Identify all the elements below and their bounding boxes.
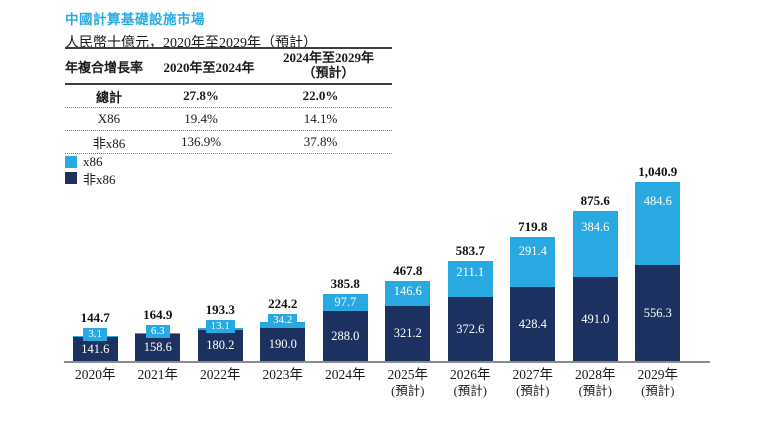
bar-total-label: 164.9 (143, 307, 173, 322)
bar-slot: 467.8 146.6 321.2 (377, 0, 440, 361)
bar-total-label: 719.8 (518, 219, 548, 234)
x-axis-label: 2029年 (預計) (637, 367, 679, 398)
x-axis-label: 2023年 (262, 367, 304, 382)
row-label: 總計 (95, 89, 122, 105)
bar-slot: 164.9 6.3 158.6 (127, 0, 190, 361)
row-value-period2: 22.0% (302, 87, 339, 103)
bar-slot: 193.3 13.1 180.2 (189, 0, 252, 361)
chart-legend: x86 非x86 (65, 154, 116, 187)
cagr-table: 年複合增長率 2020年至2024年 2024年至2029年 （預計） 總計 2… (65, 47, 392, 154)
bar-total-label: 224.2 (268, 296, 298, 311)
bar-slot: 875.6 384.6 491.0 (564, 0, 627, 361)
bar-total-label: 385.8 (330, 276, 360, 291)
non-x86-segment: 372.6 (447, 297, 493, 361)
bar-total-label: 467.8 (393, 263, 423, 278)
x-axis-line (64, 361, 710, 363)
x-axis-label: 2022年 (200, 367, 241, 382)
bars-area: 144.7 3.1 141.6 164.9 6.3 158.6 193.3 13.1 180.2… (64, 0, 689, 361)
cagr-header-period2-line1: 2024年至2029年 (282, 50, 374, 66)
legend-label-non-x86: 非x86 (83, 171, 116, 187)
x86-value-pill: 6.3 (145, 325, 170, 338)
x86-color-swatch (65, 156, 77, 168)
stacked-bar: 164.9 6.3 158.6 (135, 307, 181, 361)
cagr-row-x86: X86 19.4% 14.1% (65, 108, 392, 131)
cagr-header-period2: 2024年至2029年 （預計） (265, 50, 392, 81)
non-x86-segment: 428.4 (510, 287, 556, 361)
cagr-row-non-x86: 非x86 136.9% 37.8% (65, 131, 392, 154)
row-label: 非x86 (92, 135, 126, 151)
non-x86-segment: 321.2 (385, 306, 431, 361)
non-x86-color-swatch (65, 172, 77, 184)
x86-segment: 484.6 (635, 182, 681, 265)
cagr-table-header: 年複合增長率 2020年至2024年 2024年至2029年 （預計） (65, 47, 392, 85)
bar-slot: 385.8 97.7 288.0 (314, 0, 377, 361)
x-axis-labels: 2020年 2021年 2022年 2023年 2024年 2025年 (預計) 2026年(… (64, 367, 689, 400)
bar-slot: 144.7 3.1 141.6 (64, 0, 127, 361)
bar-total-label: 193.3 (205, 302, 235, 317)
x86-segment: 211.1 (447, 261, 493, 297)
x-axis-label: 2025年 (預計) (387, 367, 429, 398)
x-axis-label: 2021年 (137, 367, 179, 382)
row-label: X86 (97, 111, 121, 126)
non-x86-segment: 141.6 (72, 337, 118, 361)
row-value-period2: 14.1% (303, 110, 338, 126)
x-axis-label: 2024年 (325, 367, 366, 382)
stacked-bar: 583.7 211.1 372.6 (447, 243, 493, 361)
stacked-bar: 719.8 291.4 428.4 (510, 219, 556, 361)
x-axis-label: 2028年 (預計) (575, 367, 616, 398)
row-value-period2: 37.8% (303, 133, 338, 149)
non-x86-segment: 491.0 (572, 277, 618, 361)
legend-item-x86: x86 (65, 154, 116, 170)
bar-total-label: 144.7 (80, 310, 110, 325)
x86-value-pill: 34.2 (268, 314, 298, 327)
x86-value-pill: 13.1 (205, 320, 235, 333)
x-axis-label: 2026年 (預計) (450, 367, 491, 398)
bar-slot: 224.2 34.2 190.0 (252, 0, 315, 361)
non-x86-segment: 190.0 (260, 328, 306, 361)
stacked-bar: 193.3 13.1 180.2 (197, 302, 243, 361)
cagr-header-metric: 年複合增長率 (65, 59, 144, 75)
non-x86-segment: 180.2 (197, 330, 243, 361)
x86-segment: 97.7 (322, 294, 368, 311)
stacked-bar: 1,040.9 484.6 556.3 (635, 164, 681, 361)
x-axis-label: 2020年 (75, 367, 116, 382)
stacked-bar: 467.8 146.6 321.2 (385, 263, 431, 361)
stacked-bar: 875.6 384.6 491.0 (572, 193, 618, 361)
legend-label-x86: x86 (83, 154, 103, 169)
non-x86-segment: 556.3 (635, 265, 681, 361)
bar-slot: 1,040.9 484.6 556.3 (627, 0, 690, 361)
non-x86-segment: 288.0 (322, 311, 368, 361)
cagr-header-period2-line2: （預計） (302, 65, 355, 80)
bar-total-label: 875.6 (580, 193, 610, 208)
x86-value-pill: 3.1 (83, 328, 108, 341)
row-value-period1: 136.9% (180, 134, 222, 149)
legend-item-non-x86: 非x86 (65, 170, 116, 187)
non-x86-segment: 158.6 (135, 334, 181, 361)
cagr-header-period1: 2020年至2024年 (163, 59, 255, 75)
x86-segment: 384.6 (572, 211, 618, 277)
stacked-bar: 144.7 3.1 141.6 (72, 310, 118, 361)
row-value-period1: 19.4% (184, 111, 218, 126)
stacked-bar: 224.2 34.2 190.0 (260, 296, 306, 361)
bar-slot: 583.7 211.1 372.6 (439, 0, 502, 361)
x-axis-label: 2027年 (預計) (512, 367, 554, 398)
cagr-row-total: 總計 27.8% 22.0% (65, 85, 392, 108)
stacked-bar: 385.8 97.7 288.0 (322, 276, 368, 361)
bar-slot: 719.8 291.4 428.4 (502, 0, 565, 361)
row-value-period1: 27.8% (183, 88, 219, 103)
bar-total-label: 583.7 (455, 243, 485, 258)
x86-segment: 146.6 (385, 281, 431, 306)
x86-segment: 291.4 (510, 237, 556, 287)
bar-total-label: 1,040.9 (638, 164, 678, 179)
chart-title: 中國計算基礎設施市場 (65, 12, 205, 27)
